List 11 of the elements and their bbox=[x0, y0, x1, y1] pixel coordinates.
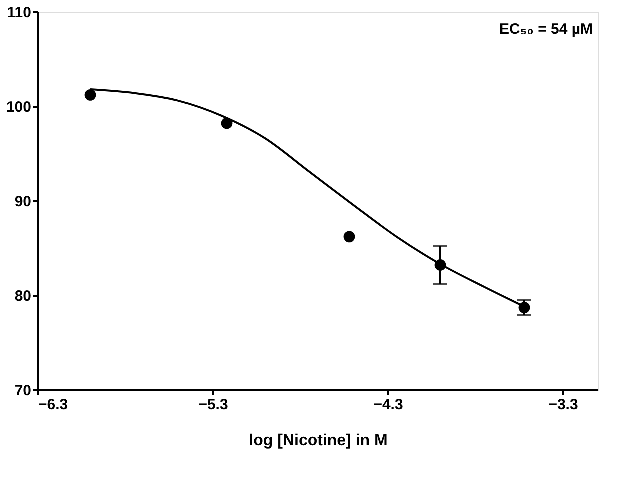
x-axis-title: log [Nicotine] in M bbox=[249, 432, 388, 450]
x-tick-label: −6.3 bbox=[38, 396, 68, 414]
x-tick-label: −4.3 bbox=[374, 396, 404, 414]
x-tick-label: −3.3 bbox=[548, 396, 578, 414]
x-tick-label: −5.3 bbox=[198, 396, 228, 414]
annotation: EC₅₀ = 54 µM bbox=[499, 21, 593, 38]
y-tick-label: 90 bbox=[14, 194, 32, 210]
y-tick-label: 100 bbox=[6, 99, 32, 116]
y-tick-label: 80 bbox=[14, 288, 32, 305]
y-tick-label: 110 bbox=[7, 4, 32, 22]
y-tick-label: 70 bbox=[14, 382, 32, 400]
